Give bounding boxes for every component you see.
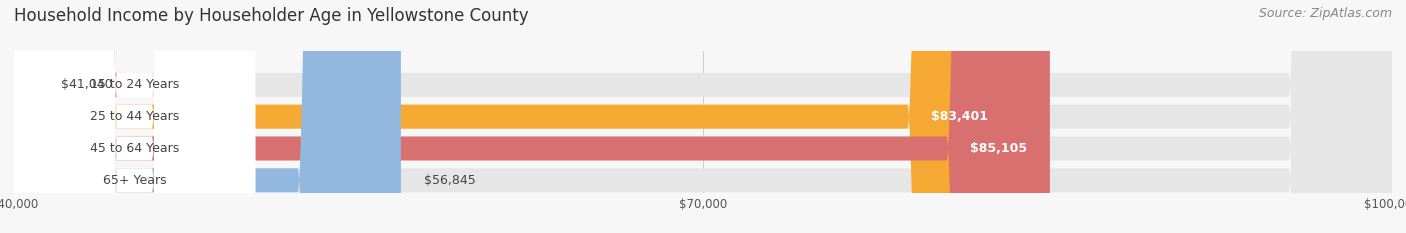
- Text: Household Income by Householder Age in Yellowstone County: Household Income by Householder Age in Y…: [14, 7, 529, 25]
- FancyBboxPatch shape: [14, 0, 254, 233]
- Text: $56,845: $56,845: [423, 174, 475, 187]
- FancyBboxPatch shape: [14, 0, 1392, 233]
- FancyBboxPatch shape: [14, 0, 254, 233]
- FancyBboxPatch shape: [14, 0, 401, 233]
- FancyBboxPatch shape: [14, 0, 1392, 233]
- Text: Source: ZipAtlas.com: Source: ZipAtlas.com: [1258, 7, 1392, 20]
- Text: 45 to 64 Years: 45 to 64 Years: [90, 142, 179, 155]
- FancyBboxPatch shape: [14, 0, 1050, 233]
- FancyBboxPatch shape: [14, 0, 254, 233]
- Text: 65+ Years: 65+ Years: [103, 174, 166, 187]
- FancyBboxPatch shape: [0, 0, 117, 233]
- FancyBboxPatch shape: [14, 0, 1392, 233]
- Text: $41,040: $41,040: [60, 78, 112, 91]
- FancyBboxPatch shape: [14, 0, 254, 233]
- Text: 25 to 44 Years: 25 to 44 Years: [90, 110, 179, 123]
- Text: 15 to 24 Years: 15 to 24 Years: [90, 78, 179, 91]
- Text: $85,105: $85,105: [970, 142, 1026, 155]
- Text: $83,401: $83,401: [931, 110, 988, 123]
- FancyBboxPatch shape: [14, 0, 1392, 233]
- FancyBboxPatch shape: [14, 0, 1011, 233]
